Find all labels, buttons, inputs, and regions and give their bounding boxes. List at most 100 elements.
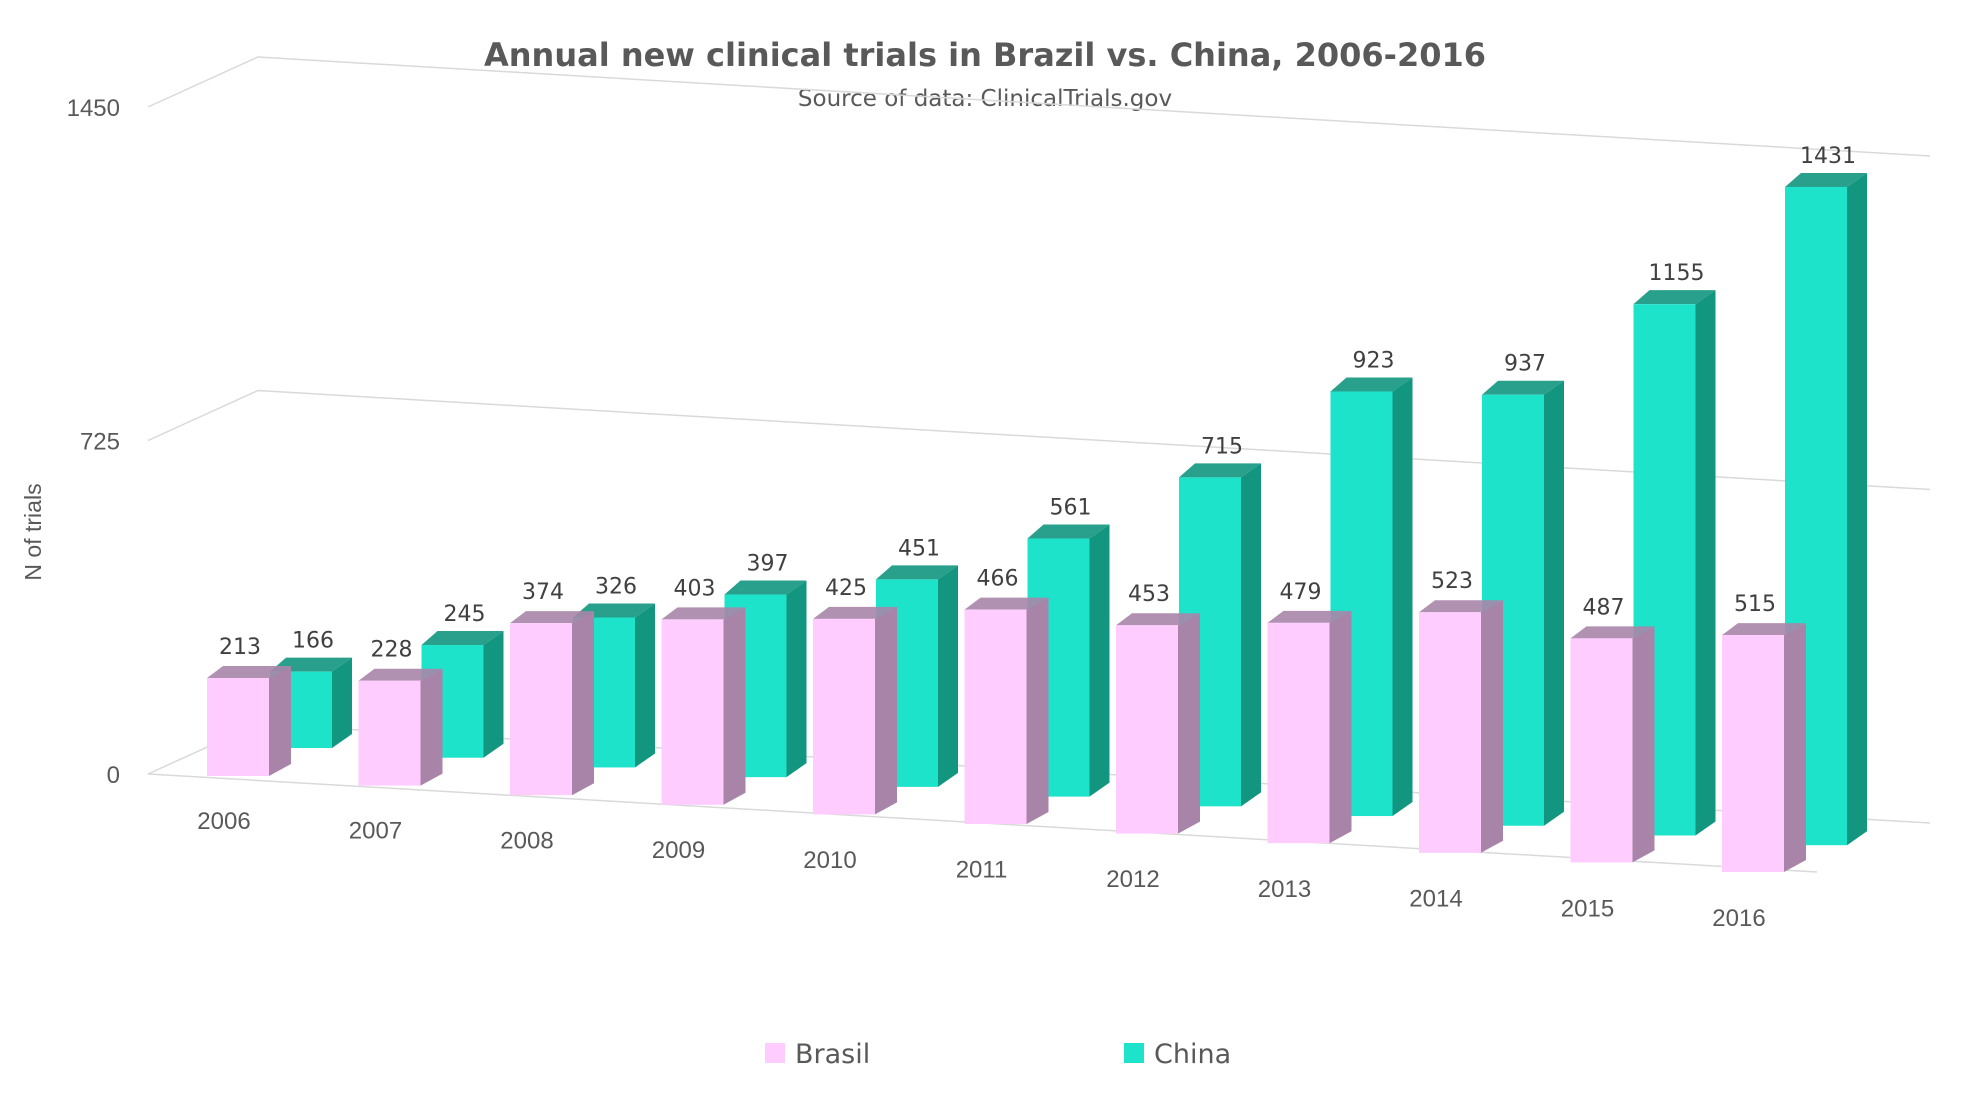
bar-front	[1267, 622, 1330, 844]
data-label-brasil: 515	[1734, 592, 1776, 617]
data-label-brasil: 453	[1128, 582, 1170, 607]
bar-brasil	[1116, 613, 1200, 834]
bar-china	[724, 580, 807, 778]
data-label-brasil: 466	[977, 567, 1019, 592]
gridline	[147, 56, 1931, 157]
bar-top	[207, 666, 291, 679]
bar-front	[1116, 625, 1178, 834]
x-tick-label: 2014	[1409, 886, 1462, 913]
bar-top	[876, 565, 958, 580]
bar-side	[1847, 172, 1867, 846]
y-tick-label: 1450	[67, 95, 120, 122]
data-label-brasil: 479	[1280, 580, 1322, 605]
bar-side	[938, 565, 958, 787]
x-tick-label: 2009	[652, 837, 705, 864]
data-label-china: 937	[1504, 352, 1546, 377]
data-label-brasil: 228	[371, 638, 413, 663]
x-tick-label: 2008	[500, 827, 553, 854]
bar-brasil	[358, 668, 443, 786]
bar-front	[661, 619, 724, 805]
data-label-china: 245	[444, 602, 486, 627]
bar-top	[1419, 600, 1503, 613]
bar-china	[1330, 377, 1413, 817]
bar-top	[813, 606, 897, 619]
axis: 0 725 1450 2006 2007 2008 2009 2010 2011 2012 2013…	[67, 95, 1818, 932]
bar-side	[1329, 610, 1352, 844]
bar-top	[1482, 380, 1564, 395]
data-label-brasil: 374	[522, 580, 564, 605]
bar-top	[1633, 290, 1716, 305]
bar-top	[1179, 463, 1261, 478]
bar-front	[813, 618, 875, 815]
bar-side	[483, 631, 504, 758]
bar-front	[1570, 638, 1633, 863]
bar-brasil	[1267, 610, 1352, 844]
data-label-china: 397	[747, 552, 789, 577]
bar-top	[1116, 613, 1200, 626]
x-tick-label: 2007	[349, 818, 402, 845]
bar-side	[420, 668, 443, 786]
bar-side	[1241, 463, 1261, 807]
bar-top	[1785, 172, 1867, 187]
data-label-china: 451	[898, 536, 940, 561]
bar-top	[421, 631, 504, 646]
x-tick-label: 2012	[1106, 866, 1159, 893]
data-label-china: 1155	[1649, 261, 1705, 286]
data-label-china: 923	[1353, 348, 1395, 373]
bar-brasil	[661, 607, 746, 805]
bar-side	[1178, 613, 1200, 834]
bar-side	[1784, 623, 1806, 872]
data-label-brasil: 487	[1583, 595, 1625, 620]
bar-side	[1089, 524, 1110, 797]
data-label-china: 166	[292, 629, 334, 654]
bar-top	[1570, 626, 1655, 639]
bar-side	[1695, 290, 1716, 836]
bar-top	[724, 580, 807, 595]
bar-side	[332, 657, 352, 748]
bar-top	[1722, 623, 1806, 636]
bar-side	[875, 606, 897, 815]
bar-side	[1392, 377, 1413, 817]
legend-swatch	[765, 1043, 785, 1063]
x-tick-label: 2006	[197, 808, 250, 835]
bar-top	[1267, 610, 1352, 623]
bar-side	[723, 607, 746, 805]
bar-side	[1544, 380, 1564, 826]
bar-side	[635, 603, 655, 768]
bar-brasil	[964, 597, 1049, 824]
y-tick-label: 0	[107, 762, 120, 789]
legend-label: Brasil	[795, 1039, 870, 1070]
bar-brasil	[1570, 626, 1655, 863]
bar-brasil	[510, 611, 594, 796]
bar-top	[964, 597, 1049, 610]
bar-side	[1632, 626, 1655, 863]
bar-front	[510, 623, 572, 796]
bar-side	[572, 611, 594, 796]
y-axis-label: N of trials	[20, 483, 46, 580]
x-tick-label: 2011	[956, 857, 1008, 884]
bar-side	[786, 580, 807, 778]
x-tick-label: 2010	[803, 847, 856, 874]
data-label-brasil: 403	[674, 576, 716, 601]
data-label-china: 1431	[1800, 144, 1856, 169]
legend-swatch	[1124, 1043, 1144, 1063]
bar-brasil	[207, 666, 291, 776]
bar-brasil	[1419, 600, 1503, 853]
y-tick-label: 725	[80, 429, 120, 456]
bar-top	[1330, 377, 1413, 392]
bar-top	[358, 668, 443, 681]
bar-top	[510, 611, 594, 624]
bar-front	[358, 680, 421, 786]
bar-front	[1722, 635, 1784, 872]
bar-side	[269, 666, 291, 776]
data-label-brasil: 523	[1431, 569, 1473, 594]
data-label-china: 561	[1050, 496, 1092, 521]
bar-brasil	[1722, 623, 1806, 872]
bar-front	[964, 609, 1027, 824]
bar-china	[1179, 463, 1261, 807]
data-labels: 166 213 245 228 326 374 397 403 451 425 561 466 715 4…	[219, 144, 1856, 663]
bar-front	[1419, 612, 1481, 853]
legend: Brasil China	[765, 1039, 1231, 1070]
x-tick-label: 2016	[1712, 905, 1765, 932]
